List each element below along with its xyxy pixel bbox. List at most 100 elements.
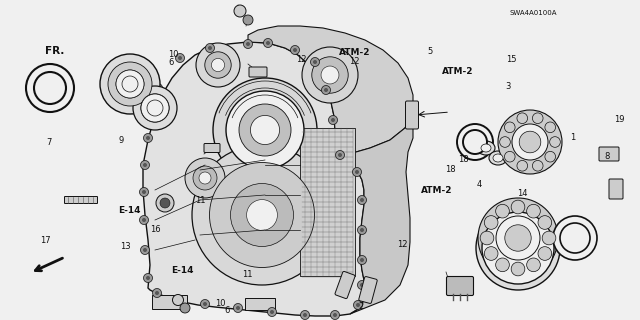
Circle shape (264, 38, 273, 47)
Circle shape (226, 91, 304, 169)
Circle shape (504, 151, 515, 162)
Circle shape (358, 255, 367, 265)
Circle shape (141, 94, 169, 122)
Text: 16: 16 (150, 225, 161, 234)
Circle shape (476, 206, 560, 290)
Circle shape (330, 310, 339, 319)
Circle shape (156, 86, 160, 90)
FancyBboxPatch shape (599, 147, 619, 161)
Circle shape (511, 200, 525, 214)
Circle shape (150, 110, 154, 114)
Text: 5: 5 (428, 47, 433, 56)
Circle shape (500, 137, 510, 147)
Circle shape (505, 225, 531, 251)
Circle shape (335, 150, 344, 159)
Circle shape (480, 231, 494, 245)
Circle shape (234, 5, 246, 17)
Circle shape (160, 198, 170, 208)
Bar (300, 128, 355, 276)
Text: ATM-2: ATM-2 (339, 48, 371, 57)
Circle shape (270, 310, 274, 314)
Circle shape (112, 66, 148, 102)
Circle shape (360, 228, 364, 232)
FancyBboxPatch shape (249, 67, 267, 77)
Circle shape (143, 133, 152, 142)
Circle shape (141, 94, 169, 122)
Circle shape (550, 137, 561, 147)
Circle shape (504, 122, 515, 132)
Circle shape (203, 302, 207, 306)
Text: ATM-2: ATM-2 (442, 68, 473, 76)
Circle shape (496, 216, 540, 260)
Circle shape (360, 198, 364, 202)
Circle shape (143, 163, 147, 167)
Text: 3: 3 (506, 82, 511, 91)
Circle shape (140, 215, 148, 225)
Circle shape (303, 313, 307, 317)
Circle shape (355, 170, 359, 174)
Circle shape (542, 231, 556, 245)
Text: 2: 2 (358, 302, 364, 311)
Circle shape (495, 204, 509, 218)
Circle shape (495, 258, 509, 272)
Circle shape (196, 43, 240, 87)
Circle shape (545, 122, 556, 132)
Circle shape (553, 216, 597, 260)
Text: 9: 9 (118, 136, 124, 145)
FancyBboxPatch shape (335, 271, 355, 299)
Text: FR.: FR. (45, 45, 64, 56)
Circle shape (517, 160, 527, 171)
FancyBboxPatch shape (65, 196, 97, 204)
Circle shape (213, 78, 317, 182)
Circle shape (34, 72, 66, 104)
Text: 11: 11 (242, 270, 252, 279)
Circle shape (545, 151, 556, 162)
FancyBboxPatch shape (406, 101, 419, 129)
Circle shape (512, 124, 548, 160)
Circle shape (239, 104, 291, 156)
Circle shape (538, 247, 552, 260)
FancyBboxPatch shape (447, 276, 474, 295)
Text: 6: 6 (225, 306, 230, 315)
Text: 4: 4 (477, 180, 482, 189)
Circle shape (100, 54, 160, 114)
Circle shape (147, 108, 157, 116)
Circle shape (333, 313, 337, 317)
Circle shape (560, 223, 590, 253)
Text: 12: 12 (296, 55, 307, 64)
Circle shape (266, 41, 270, 45)
Circle shape (208, 46, 212, 50)
Text: E-14: E-14 (118, 206, 141, 215)
Circle shape (328, 116, 337, 124)
Circle shape (532, 113, 543, 124)
Text: E-14: E-14 (172, 266, 194, 275)
Text: 13: 13 (120, 242, 131, 251)
Circle shape (291, 45, 300, 54)
Text: 12: 12 (397, 240, 407, 249)
Circle shape (246, 200, 277, 230)
Bar (245, 298, 275, 310)
Text: 10: 10 (168, 50, 179, 59)
Circle shape (321, 85, 330, 94)
Text: 19: 19 (614, 116, 625, 124)
Text: SWA4A0100A: SWA4A0100A (509, 10, 557, 16)
Circle shape (321, 66, 339, 84)
Text: 11: 11 (195, 196, 205, 205)
Text: 12: 12 (349, 57, 360, 66)
Circle shape (200, 300, 209, 308)
Text: 7: 7 (47, 138, 52, 147)
Circle shape (293, 48, 297, 52)
Circle shape (527, 204, 540, 218)
Circle shape (484, 247, 498, 260)
Circle shape (140, 188, 148, 196)
Circle shape (356, 303, 360, 307)
Circle shape (116, 70, 144, 98)
Circle shape (154, 84, 163, 92)
Circle shape (360, 258, 364, 262)
FancyBboxPatch shape (359, 276, 377, 303)
Circle shape (185, 158, 225, 198)
Circle shape (108, 62, 152, 106)
Circle shape (527, 258, 540, 272)
Circle shape (360, 283, 364, 287)
Circle shape (152, 289, 161, 298)
